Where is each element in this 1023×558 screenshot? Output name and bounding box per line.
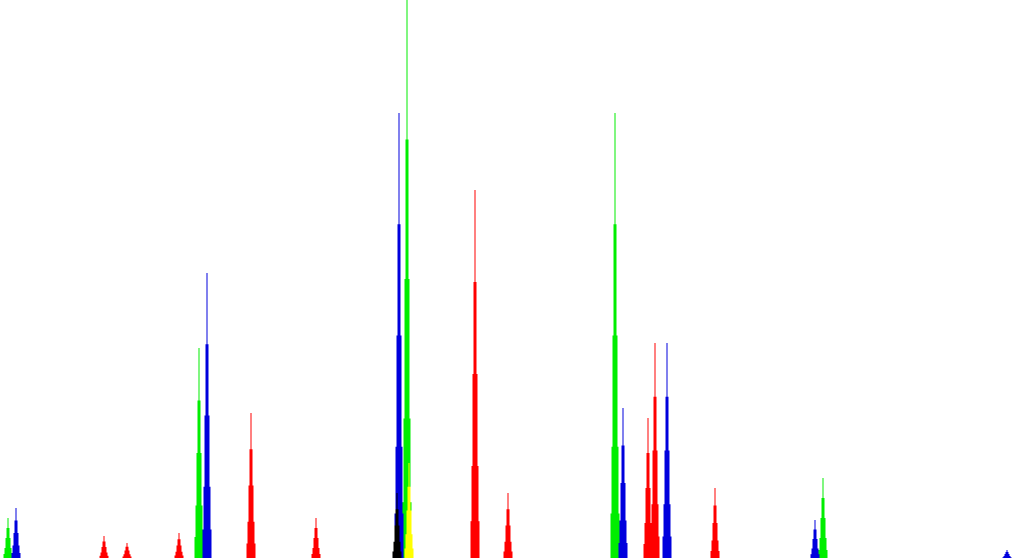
peak-mark (174, 533, 184, 558)
peak-segment (247, 521, 255, 558)
peak-mark (11, 508, 21, 558)
peak-segment (311, 554, 321, 558)
peak-segment (819, 538, 827, 558)
peak-segment (246, 543, 256, 558)
peak-segment (3, 554, 13, 558)
peak-segment (1003, 556, 1011, 558)
peak-mark (202, 273, 212, 558)
peak-mark (402, 0, 412, 558)
peak-segment (711, 540, 719, 558)
peak-segment (610, 513, 620, 558)
peak-segment (644, 523, 652, 558)
peak-mark (650, 343, 660, 558)
peak-mark (1002, 550, 1012, 558)
peak-segment (203, 486, 211, 558)
peak-segment (393, 541, 401, 558)
peak-segment (810, 554, 820, 558)
peak-mark (662, 343, 672, 558)
peak-mark (392, 493, 402, 558)
peak-segment (662, 536, 672, 558)
peak-segment (12, 545, 20, 558)
peak-segment (99, 555, 109, 558)
peak-mark (404, 463, 414, 558)
peak-segment (123, 554, 131, 558)
series-2 (11, 113, 1012, 558)
peak-mark (643, 418, 653, 558)
peak-segment (471, 466, 479, 558)
peak-segment (122, 556, 132, 558)
peak-segment (504, 541, 512, 558)
series-0 (99, 190, 720, 558)
peak-segment (4, 548, 12, 558)
peak-segment (470, 521, 480, 558)
peak-segment (619, 520, 627, 558)
peak-segment (392, 551, 402, 558)
peak-segment (403, 418, 411, 558)
peak-segment (194, 537, 204, 558)
peak-segment (11, 553, 21, 558)
peak-segment (663, 504, 671, 558)
peak-segment (650, 536, 660, 558)
peak-mark (246, 413, 256, 558)
peak-mark (810, 520, 820, 558)
peak-segment (710, 551, 720, 558)
peak-segment (811, 548, 819, 558)
peak-segment (202, 529, 212, 558)
peak-segment (651, 504, 659, 558)
peak-segment (503, 551, 513, 558)
peak-mark (618, 408, 628, 558)
peak-segment (405, 534, 413, 558)
series-1 (3, 0, 828, 558)
peak-mark (818, 478, 828, 558)
peak-segment (175, 551, 183, 558)
peak-mark (503, 493, 513, 558)
peak-mark (194, 348, 204, 558)
peak-mark (470, 190, 480, 558)
peak-mark (122, 543, 132, 558)
peak-mark (311, 518, 321, 558)
series-3 (404, 463, 414, 558)
peak-segment (611, 446, 619, 558)
peak-segment (643, 544, 653, 558)
peak-segment (618, 543, 628, 558)
peak-mark (394, 113, 404, 558)
peak-segment (174, 555, 184, 558)
series-4 (392, 493, 402, 558)
peak-mark (3, 518, 13, 558)
peak-mark (99, 536, 109, 558)
peak-segment (195, 505, 203, 558)
peak-mark (610, 113, 620, 558)
peak-segment (100, 552, 108, 558)
peak-segment (818, 550, 828, 558)
peak-segment (404, 548, 414, 558)
peak-segment (395, 446, 403, 558)
peak-segment (312, 548, 320, 558)
peak-mark (710, 488, 720, 558)
